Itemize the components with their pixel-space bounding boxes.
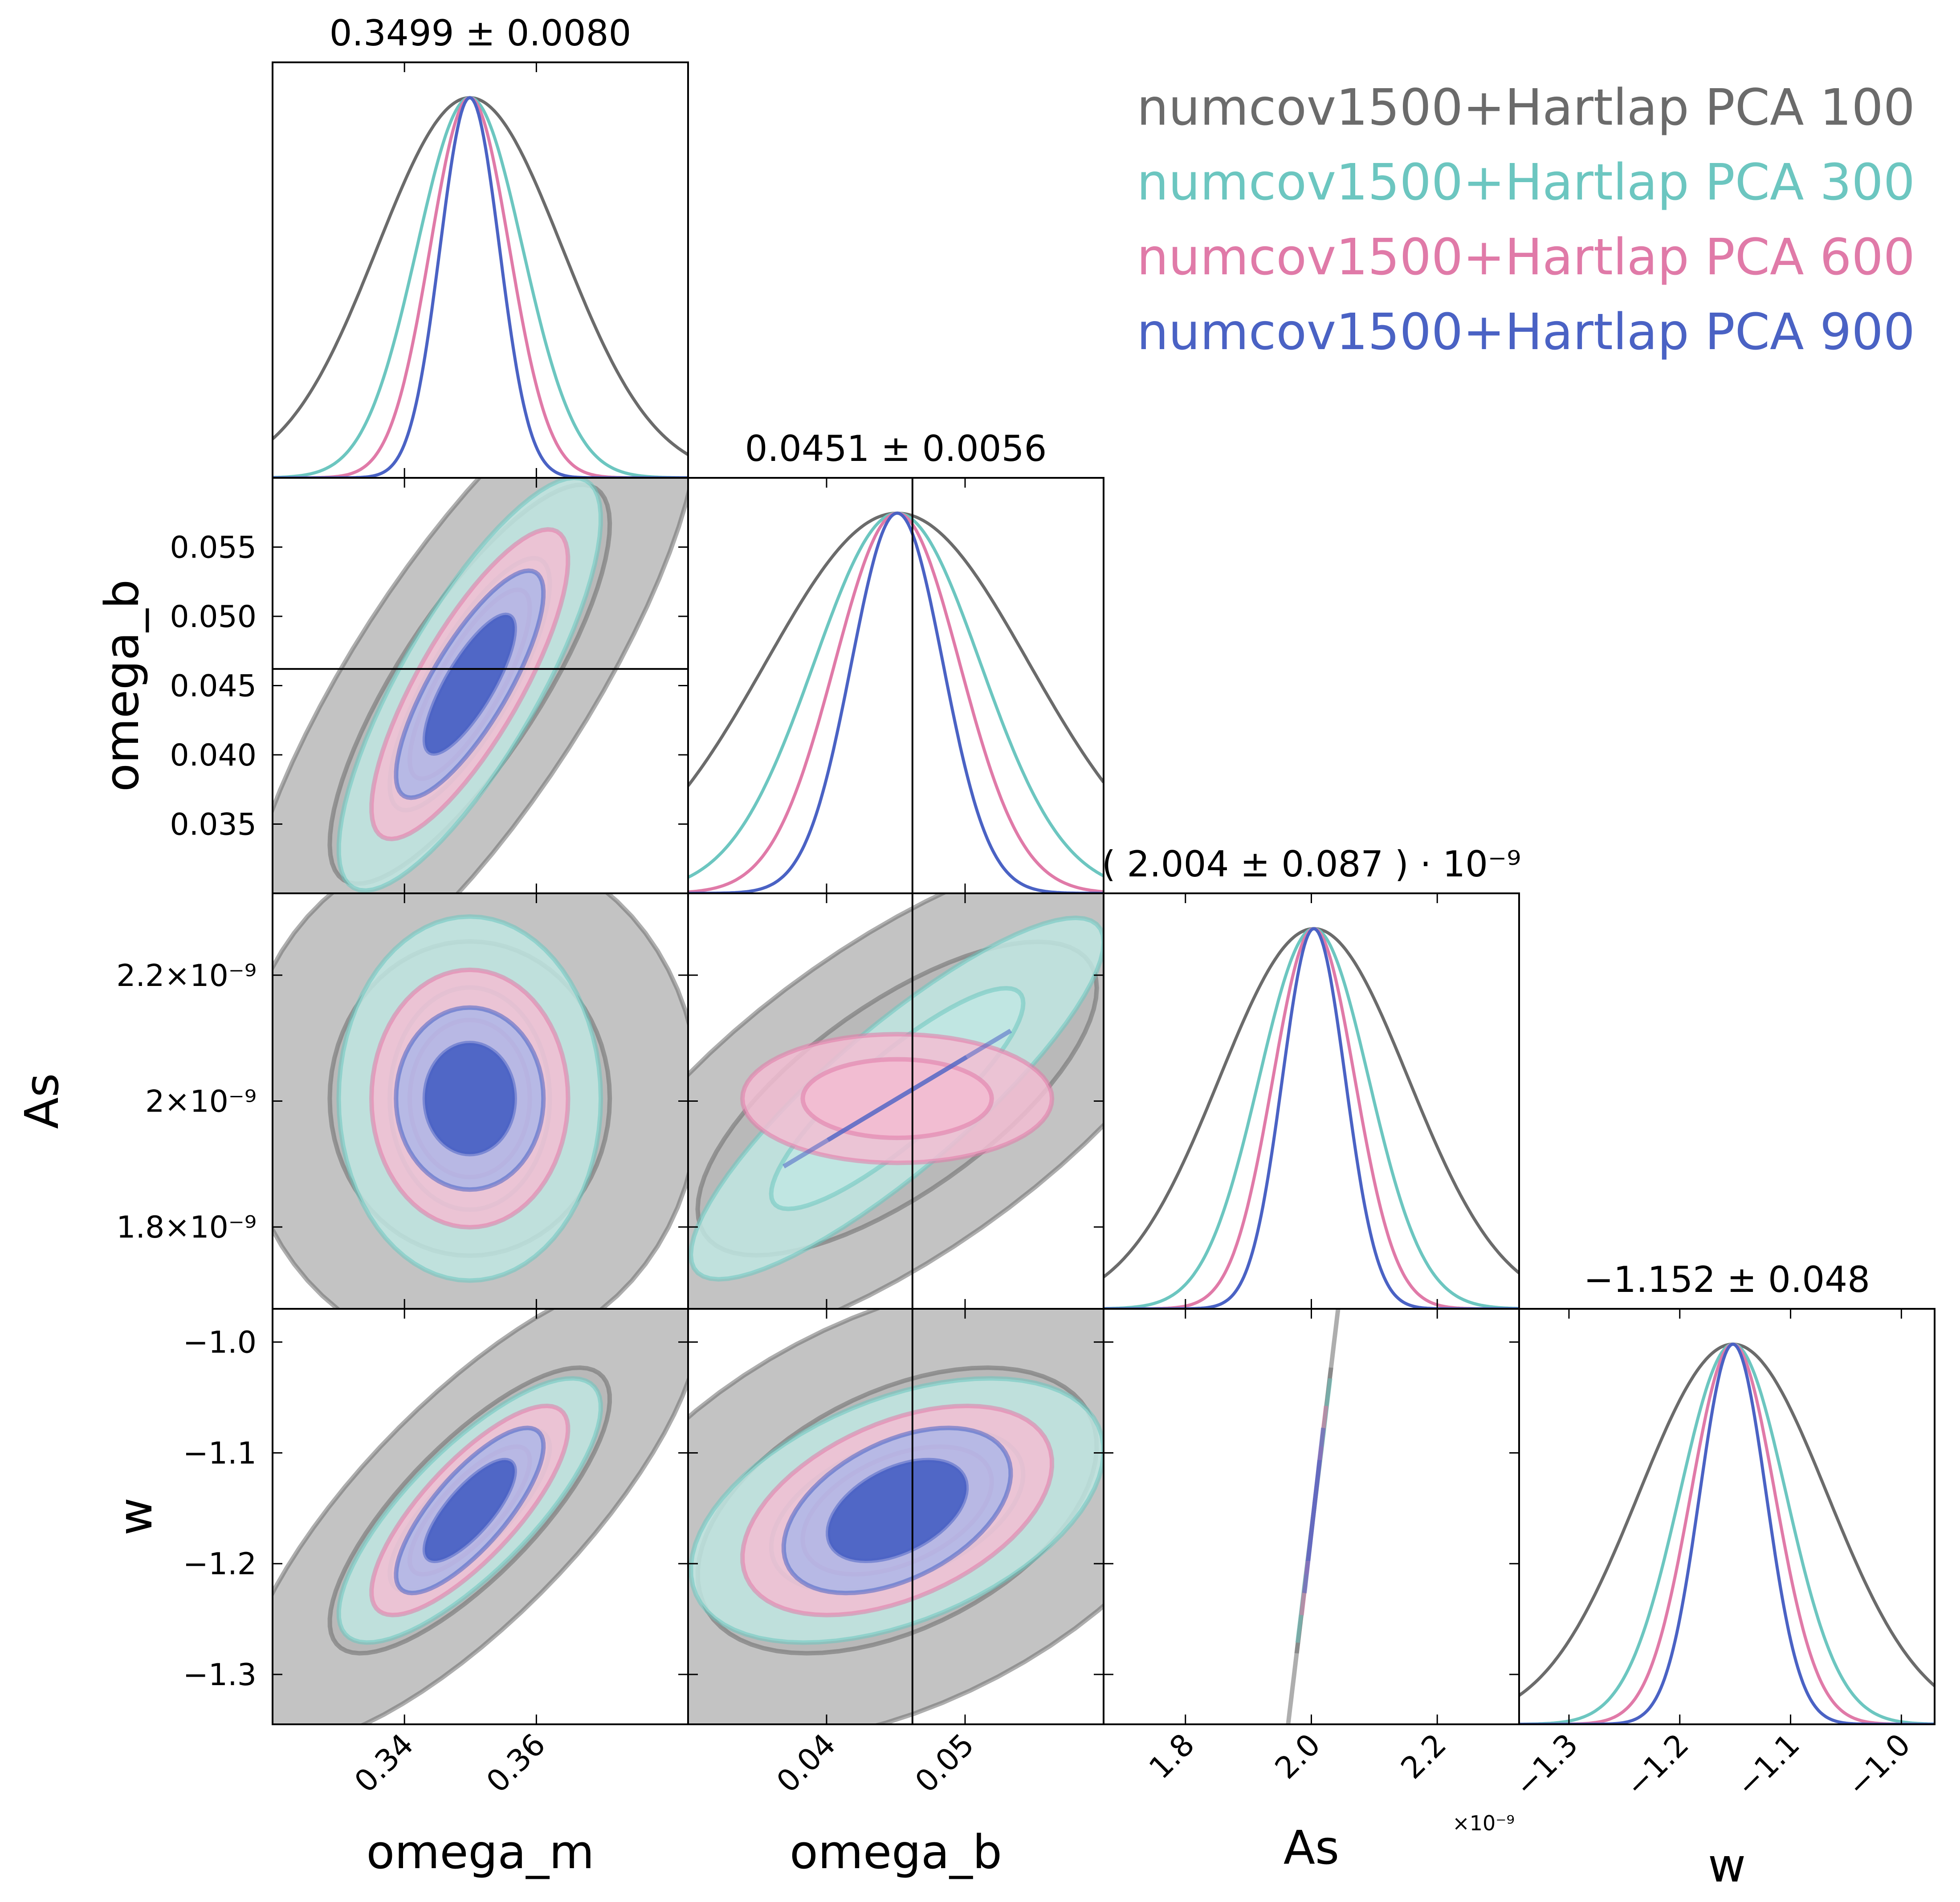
contour-panel-omega_b-w	[688, 1309, 1104, 1724]
y-tick-label-w: −1.0	[183, 1325, 257, 1360]
y-tick-label-w: −1.1	[183, 1436, 257, 1471]
y-tick-label-omega_b: 0.050	[170, 599, 257, 635]
marginal-curve-series-2-omega_b	[688, 511, 1104, 893]
panel-frame-As-As	[1103, 892, 1520, 1310]
contour-68-series-3-omega_b-As	[827, 1055, 968, 1142]
marginal-curve-series-2-omega_m	[273, 96, 688, 478]
y-tick-label-w: −1.2	[183, 1547, 257, 1582]
contour-panel-omega_m-As	[273, 893, 688, 1309]
x-tick-label-w: −1.2	[1619, 1727, 1696, 1804]
x-tick-label-As: 2.2	[1394, 1727, 1453, 1786]
x-tick-label-omega_b: 0.05	[909, 1727, 981, 1800]
y-axis-label-omega_b: omega_b	[95, 579, 149, 792]
x-tick-label-w: −1.3	[1508, 1727, 1585, 1804]
y-tick-label-omega_b: 0.055	[170, 530, 257, 566]
x-tick-label-omega_m: 0.34	[348, 1727, 420, 1800]
contour-panel-omega_b-As	[688, 893, 1104, 1309]
marginal-curve-series-3-w	[1519, 1343, 1935, 1724]
y-tick-label-omega_b: 0.045	[170, 669, 257, 704]
y-tick-label-As: 2.2×10⁻⁹	[116, 958, 257, 994]
x-tick-label-w: −1.1	[1730, 1727, 1807, 1804]
x-tick-label-w: −1.0	[1841, 1727, 1918, 1804]
marginal-panel-w	[1519, 1342, 1935, 1724]
legend-entry-0: numcov1500+Hartlap PCA 100	[1137, 79, 1915, 137]
contour-68-series-3-As-w	[1306, 1460, 1322, 1561]
x-tick-label-omega_m: 0.36	[480, 1727, 552, 1800]
marginal-panel-As	[1104, 927, 1519, 1309]
y-tick-label-omega_b: 0.040	[170, 738, 257, 773]
marginal-curve-series-3-As	[1104, 927, 1519, 1309]
marginal-curve-series-2-As	[1104, 927, 1519, 1309]
y-tick-label-omega_b: 0.035	[170, 807, 257, 843]
marginal-panel-omega_b	[688, 511, 1104, 893]
marginal-curve-series-1-omega_b	[688, 511, 1104, 879]
x-axis-label-omega_m: omega_m	[367, 1825, 595, 1879]
legend-entry-2: numcov1500+Hartlap PCA 600	[1137, 228, 1915, 286]
y-tick-label-w: −1.3	[183, 1658, 257, 1693]
marginal-curve-series-1-omega_m	[273, 96, 688, 478]
marginal-title-As: ( 2.004 ± 0.087 ) · 10⁻⁹	[1102, 843, 1521, 885]
x-axis-label-w: w	[1708, 1838, 1746, 1893]
marginal-curve-series-3-omega_m	[273, 96, 688, 478]
contour-68-series-3-omega_m-w	[422, 1458, 517, 1564]
y-axis-label-As: As	[15, 1073, 69, 1129]
x-axis-label-As: As	[1284, 1821, 1339, 1875]
marginal-curve-series-0-w	[1519, 1342, 1935, 1697]
x-axis-label-omega_b: omega_b	[790, 1825, 1002, 1879]
x-tick-label-As: 1.8	[1142, 1727, 1201, 1786]
contour-68-series-3-omega_m-As	[422, 1041, 517, 1157]
contour-68-series-3-omega_b-w	[826, 1458, 969, 1564]
marginal-curve-series-1-w	[1519, 1342, 1935, 1724]
marginal-curve-series-2-w	[1519, 1343, 1935, 1724]
legend-entry-1: numcov1500+Hartlap PCA 300	[1137, 154, 1915, 212]
y-axis-label-w: w	[108, 1498, 163, 1535]
x-tick-label-As: 2.0	[1268, 1727, 1327, 1786]
contour-panel-omega_m-w	[273, 1309, 688, 1724]
contour-panel-omega_m-omega_b	[273, 478, 688, 893]
marginal-title-omega_b: 0.0451 ± 0.0056	[745, 428, 1047, 469]
marginal-title-omega_m: 0.3499 ± 0.0080	[330, 12, 632, 54]
marginal-curve-series-0-As	[1104, 927, 1519, 1279]
contour-68-series-3-omega_m-omega_b	[422, 612, 517, 756]
x-offset-label-As: ×10⁻⁹	[1452, 1811, 1515, 1835]
marginal-curve-series-0-omega_b	[688, 511, 1104, 787]
x-tick-label-omega_b: 0.04	[770, 1727, 843, 1800]
marginal-panel-omega_m	[273, 96, 688, 478]
marginal-title-w: −1.152 ± 0.048	[1584, 1259, 1870, 1300]
legend-entry-3: numcov1500+Hartlap PCA 900	[1137, 303, 1915, 361]
marginal-curve-series-3-omega_b	[688, 511, 1104, 893]
panel-frame-w-w	[1518, 1308, 1936, 1725]
marginal-curve-series-1-As	[1104, 927, 1519, 1309]
y-tick-label-As: 1.8×10⁻⁹	[116, 1210, 257, 1245]
contour-panel-As-w	[1286, 1309, 1341, 1724]
marginal-curve-series-0-omega_m	[273, 96, 688, 456]
y-tick-label-As: 2×10⁻⁹	[145, 1084, 257, 1120]
